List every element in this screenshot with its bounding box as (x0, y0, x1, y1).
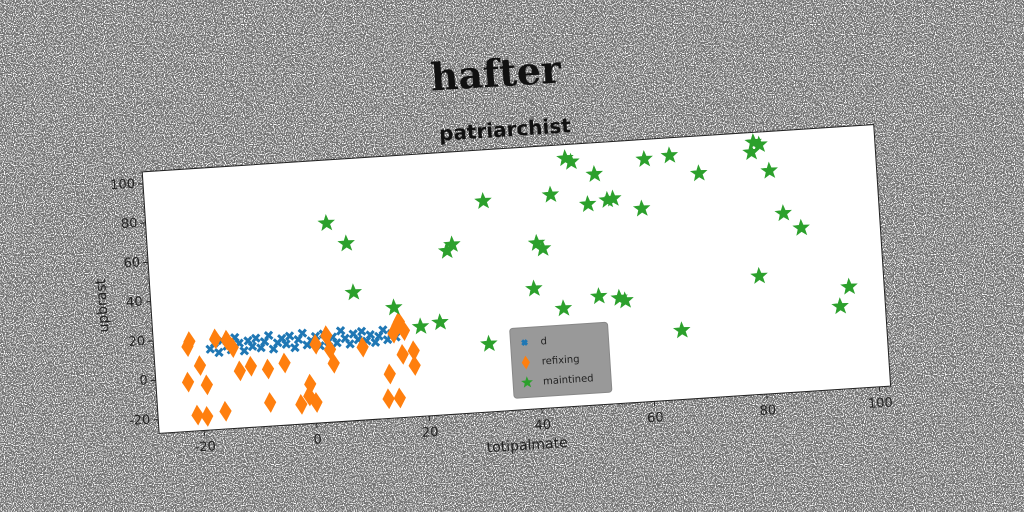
point (193, 355, 207, 376)
legend-label: maintined (543, 373, 594, 387)
legend-label: refixing (541, 354, 579, 367)
point (480, 334, 498, 352)
point (474, 191, 492, 209)
point (443, 235, 461, 253)
legend-box (509, 321, 613, 399)
point (689, 164, 708, 182)
chart-title: hafter (429, 46, 563, 99)
point (244, 355, 257, 377)
point (562, 152, 580, 170)
y-tick-label: 40 (126, 295, 143, 311)
y-tick-label: 60 (123, 255, 140, 271)
point (632, 199, 651, 217)
point (411, 317, 430, 335)
x-tick-label: 60 (647, 410, 664, 426)
point (393, 387, 406, 409)
y-tick-label: 20 (128, 334, 145, 350)
point (226, 337, 239, 359)
point (378, 325, 388, 335)
point (383, 363, 396, 385)
point (337, 234, 355, 252)
point (356, 336, 369, 358)
plot-area: -20 0 20 40 60 80 100 -20 0 20 40 60 80 100 totipalmat… (93, 124, 894, 456)
y-tick-label: 100 (110, 177, 136, 194)
point (408, 355, 421, 376)
point (191, 404, 204, 426)
point (278, 352, 291, 374)
point (840, 277, 858, 295)
point (345, 339, 355, 349)
point (247, 341, 258, 352)
point (431, 313, 449, 331)
x-axis-label: totipalmate (486, 435, 568, 456)
point (239, 346, 250, 356)
point (181, 371, 195, 393)
point (604, 189, 622, 207)
point (831, 297, 849, 315)
x-tick-label: 100 (868, 395, 894, 412)
point (309, 333, 322, 355)
point (396, 344, 409, 365)
point (200, 374, 213, 396)
point (251, 333, 261, 344)
point (356, 326, 367, 337)
point (533, 239, 552, 257)
point (219, 400, 232, 422)
point (774, 204, 792, 222)
point (578, 195, 597, 213)
x-tick-label: 80 (759, 403, 776, 419)
point (589, 287, 608, 305)
point (635, 149, 653, 167)
point (385, 298, 403, 316)
legend-marker (521, 339, 529, 347)
point (214, 347, 224, 358)
point (264, 392, 277, 413)
point (672, 321, 691, 339)
point (760, 161, 778, 179)
point (660, 146, 679, 164)
point (750, 266, 768, 284)
point (181, 336, 194, 358)
x-tick-label: 40 (534, 418, 551, 434)
point (332, 338, 342, 348)
point (295, 394, 308, 415)
point (263, 330, 274, 341)
point (327, 352, 340, 374)
point (290, 342, 300, 353)
point (391, 314, 404, 336)
legend-marker (521, 376, 533, 388)
legend-marker (521, 355, 530, 370)
x-tick-label: -20 (194, 439, 216, 455)
point (281, 339, 291, 350)
point (304, 373, 317, 395)
point (541, 185, 560, 203)
point (585, 165, 603, 183)
point (317, 213, 335, 231)
point (344, 283, 363, 301)
point (382, 388, 395, 410)
point (365, 329, 376, 340)
point (744, 133, 762, 151)
point (525, 279, 543, 297)
point (284, 331, 295, 341)
x-tick-label: 0 (313, 432, 322, 448)
point (792, 218, 810, 236)
point (233, 360, 246, 382)
y-tick-label: -20 (129, 413, 151, 429)
point (335, 325, 346, 336)
point (616, 291, 634, 309)
point (261, 358, 275, 380)
point (297, 328, 308, 339)
point (554, 299, 573, 317)
y-tick-label: 80 (121, 216, 138, 232)
point (310, 392, 323, 413)
point (201, 406, 214, 427)
y-axis-label: upbrast (93, 278, 112, 333)
y-tick-label: 0 (139, 373, 148, 389)
x-tick-label: 20 (422, 425, 439, 441)
legend-label: d (540, 336, 547, 347)
point (209, 328, 222, 350)
